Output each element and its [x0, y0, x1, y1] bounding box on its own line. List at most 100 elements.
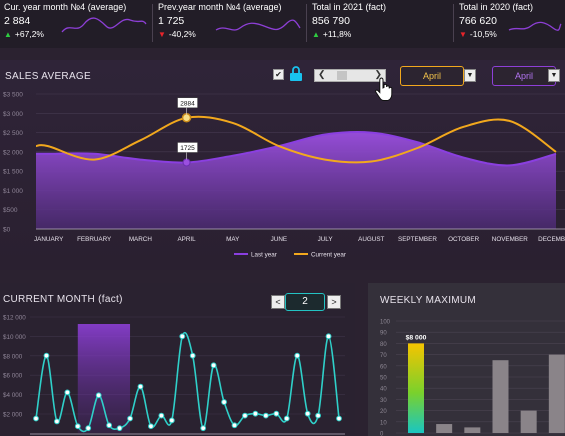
y-tick-label: 20 — [380, 409, 387, 415]
data-point — [95, 392, 102, 399]
kpi-change: ▲ +67,2% — [4, 29, 44, 39]
bar — [436, 424, 453, 433]
stepper-prev-button[interactable]: < — [271, 295, 285, 309]
chevron-down-icon[interactable]: ▼ — [548, 69, 560, 82]
sales-average-chart: $3 500 $3 000 $2 500 $2 000 $1 500 $1 000 $500… — [3, 92, 565, 259]
kpi-card: Cur. year month №4 (average) 2 884 ▲ +67,… — [0, 0, 150, 48]
y-tick-label: 100 — [380, 320, 391, 326]
month-select-previous[interactable]: April — [492, 66, 556, 86]
data-point — [210, 362, 217, 369]
bar — [408, 343, 424, 433]
x-tick-label: FEBRUARY — [77, 236, 112, 243]
down-arrow-icon: ▼ — [459, 30, 467, 39]
data-point — [168, 417, 175, 424]
kpi-value: 766 620 — [459, 15, 497, 27]
data-point — [273, 410, 280, 417]
data-point — [294, 352, 301, 359]
last-year-point — [182, 158, 191, 167]
kpi-card: Total in 2020 (fact) 766 620 ▼ -10,5% — [455, 0, 565, 48]
series-current-year-line — [35, 115, 557, 164]
data-point — [33, 415, 39, 422]
chevron-right-icon[interactable]: ❯ — [374, 69, 382, 79]
x-tick-label: JUNE — [271, 236, 287, 243]
data-point — [325, 333, 332, 340]
kpi-value: 2 884 — [4, 15, 31, 27]
data-point — [315, 412, 322, 419]
y-tick-label: $10 000 — [3, 334, 26, 341]
data-label: 1725 — [180, 145, 195, 152]
bar-data-label: $8 000 — [406, 334, 427, 341]
data-point — [304, 410, 311, 417]
y-tick-label: $6 000 — [3, 373, 23, 380]
data-point — [137, 383, 144, 390]
x-tick-label: DECEMBER — [538, 236, 565, 243]
panel-title: SALES AVERAGE — [5, 71, 91, 82]
x-tick-label: SEPTEMBER — [398, 236, 437, 243]
y-tick-label: 80 — [380, 342, 387, 348]
kpi-card: Prev.year month №4 (average) 1 725 ▼ -40,… — [154, 0, 304, 48]
y-tick-label: $0 — [3, 227, 11, 234]
stepper-next-button[interactable]: > — [327, 295, 341, 309]
highlight-band — [77, 324, 131, 433]
y-tick-label: $2 000 — [3, 412, 23, 419]
y-tick-label: $3 500 — [3, 92, 23, 99]
x-tick-label: APRIL — [177, 236, 196, 243]
y-tick-label: 30 — [380, 398, 387, 404]
y-tick-label: $1 500 — [3, 169, 23, 176]
checkbox-icon[interactable]: ✔ — [273, 69, 284, 80]
y-tick-label: $8 000 — [3, 353, 23, 360]
kpi-change-value: -40,2% — [168, 29, 196, 39]
x-tick-label: AUGUST — [358, 236, 384, 243]
sparkline — [61, 17, 147, 33]
legend-label-last: Last year — [251, 252, 277, 259]
y-tick-label: 0 — [380, 432, 384, 436]
x-tick-label: NOVEMBER — [492, 236, 528, 243]
y-tick-label: 60 — [380, 364, 387, 370]
data-point — [127, 415, 133, 422]
y-tick-label: $500 — [3, 207, 18, 214]
kpi-title: Total in 2020 (fact) — [459, 2, 534, 12]
y-tick-label: $4 000 — [3, 392, 23, 399]
bar — [548, 354, 565, 433]
x-tick-label: MAY — [226, 236, 240, 243]
weekly-maximum-panel: WEEKLY MAXIMUM 100 90 80 70 60 50 40 30 20 10 0 $8 … — [368, 283, 565, 436]
kpi-bar: Cur. year month №4 (average) 2 884 ▲ +67,… — [0, 0, 565, 48]
y-tick-label: $2 000 — [3, 149, 23, 156]
data-point — [116, 425, 123, 432]
x-tick-label: JANUARY — [34, 236, 64, 243]
data-label-box — [177, 97, 198, 109]
data-point — [158, 412, 165, 419]
data-point — [106, 422, 113, 429]
data-label: 2884 — [180, 100, 195, 107]
lock-icon[interactable] — [289, 66, 303, 82]
y-tick-label: 70 — [380, 353, 387, 359]
chevron-down-icon[interactable]: ▼ — [464, 69, 476, 82]
scrollbar-thumb[interactable] — [337, 71, 347, 80]
data-point — [53, 418, 60, 425]
kpi-value: 856 790 — [312, 15, 350, 27]
kpi-change: ▼ -40,2% — [158, 29, 196, 39]
y-tick-label: 40 — [380, 387, 387, 393]
month-scrollbar[interactable]: ❮ ❯ — [314, 69, 386, 82]
kpi-value: 1 725 — [158, 15, 185, 27]
y-tick-label: 90 — [380, 331, 387, 337]
kpi-change-value: +11,8% — [322, 29, 352, 39]
data-point — [43, 352, 50, 359]
current-month-chart: $12 000 $10 000 $8 000 $6 000 $4 000 $2 000 — [3, 315, 345, 435]
y-tick-label: $12 000 — [3, 315, 26, 322]
data-label-box — [177, 142, 198, 153]
kpi-change: ▼ -10,5% — [459, 29, 497, 39]
month-stepper-value[interactable]: 2 — [285, 293, 325, 311]
month-select-current[interactable]: April — [400, 66, 464, 86]
kpi-change-value: -10,5% — [469, 29, 497, 39]
down-arrow-icon: ▼ — [158, 30, 166, 39]
data-point — [85, 425, 92, 432]
sparkline — [215, 19, 301, 31]
chevron-left-icon[interactable]: ❮ — [318, 69, 326, 79]
y-tick-label: $2 500 — [3, 130, 23, 137]
data-point — [242, 412, 248, 419]
data-point — [336, 415, 342, 422]
kpi-change-value: +67,2% — [14, 29, 44, 39]
kpi-title: Prev.year month №4 (average) — [158, 2, 282, 12]
